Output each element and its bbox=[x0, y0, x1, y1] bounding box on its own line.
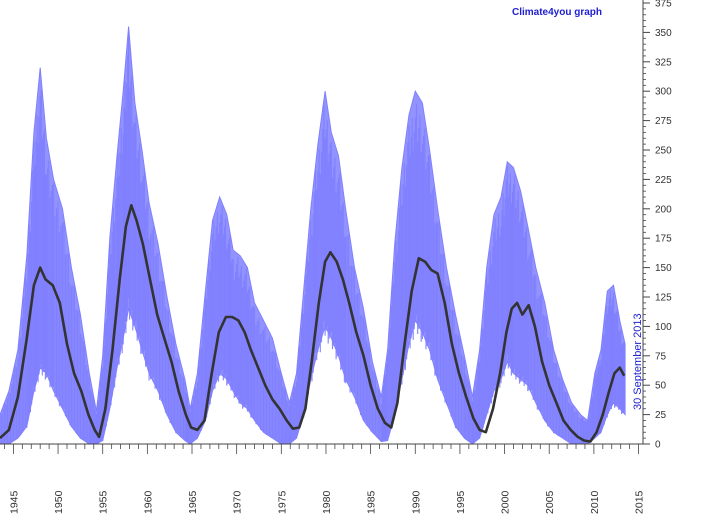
date-stamp: 30 September 2013 bbox=[632, 313, 644, 410]
x-tick-label: 1985 bbox=[366, 490, 378, 514]
y-tick-label: 25 bbox=[655, 410, 667, 421]
chart-credit: Climate4you graph bbox=[512, 7, 603, 18]
y-tick-label: 50 bbox=[655, 381, 667, 392]
x-tick-label: 2000 bbox=[500, 491, 512, 515]
axes-group: 0 25 50 75 100 125 150 175 200 225 250 275 300 325 350… bbox=[0, 0, 672, 514]
y-tick-label: 350 bbox=[655, 28, 672, 39]
y-tick-label: 225 bbox=[655, 175, 672, 186]
y-tick-label: 250 bbox=[655, 146, 672, 157]
x-tick-label: 1960 bbox=[142, 491, 154, 515]
x-tick-label: 2005 bbox=[544, 490, 556, 514]
x-tick-label: 1995 bbox=[455, 490, 467, 514]
x-tick-label: 2015 bbox=[634, 490, 646, 514]
x-tick-label: 1975 bbox=[276, 490, 288, 514]
y-tick-label: 125 bbox=[655, 293, 672, 304]
y-tick-label: 300 bbox=[655, 87, 672, 98]
y-tick-label: 200 bbox=[655, 204, 672, 215]
x-tick-label: 1970 bbox=[232, 491, 244, 515]
y-tick-label: 375 bbox=[655, 0, 672, 10]
x-tick-label: 2010 bbox=[589, 490, 601, 514]
x-tick-label: 1990 bbox=[410, 491, 422, 515]
y-tick-label: 175 bbox=[655, 234, 672, 245]
monthly-series-group bbox=[0, 26, 626, 445]
y-tick-label: 325 bbox=[655, 57, 672, 68]
y-tick-label: 0 bbox=[655, 440, 661, 451]
x-tick-label: 1945 bbox=[8, 490, 20, 514]
x-tick-label: 1955 bbox=[98, 490, 110, 514]
x-tick-label: 1980 bbox=[321, 491, 333, 515]
smoothed-sunspot-line bbox=[0, 204, 626, 443]
y-tick-label: 100 bbox=[655, 322, 672, 333]
y-tick-label: 275 bbox=[655, 116, 672, 127]
y-tick-label: 150 bbox=[655, 263, 672, 274]
x-tick-label: 1950 bbox=[53, 490, 65, 514]
x-tick-label: 1965 bbox=[187, 490, 199, 514]
y-tick-label: 75 bbox=[655, 351, 667, 362]
smoothed-series-group bbox=[0, 204, 626, 443]
